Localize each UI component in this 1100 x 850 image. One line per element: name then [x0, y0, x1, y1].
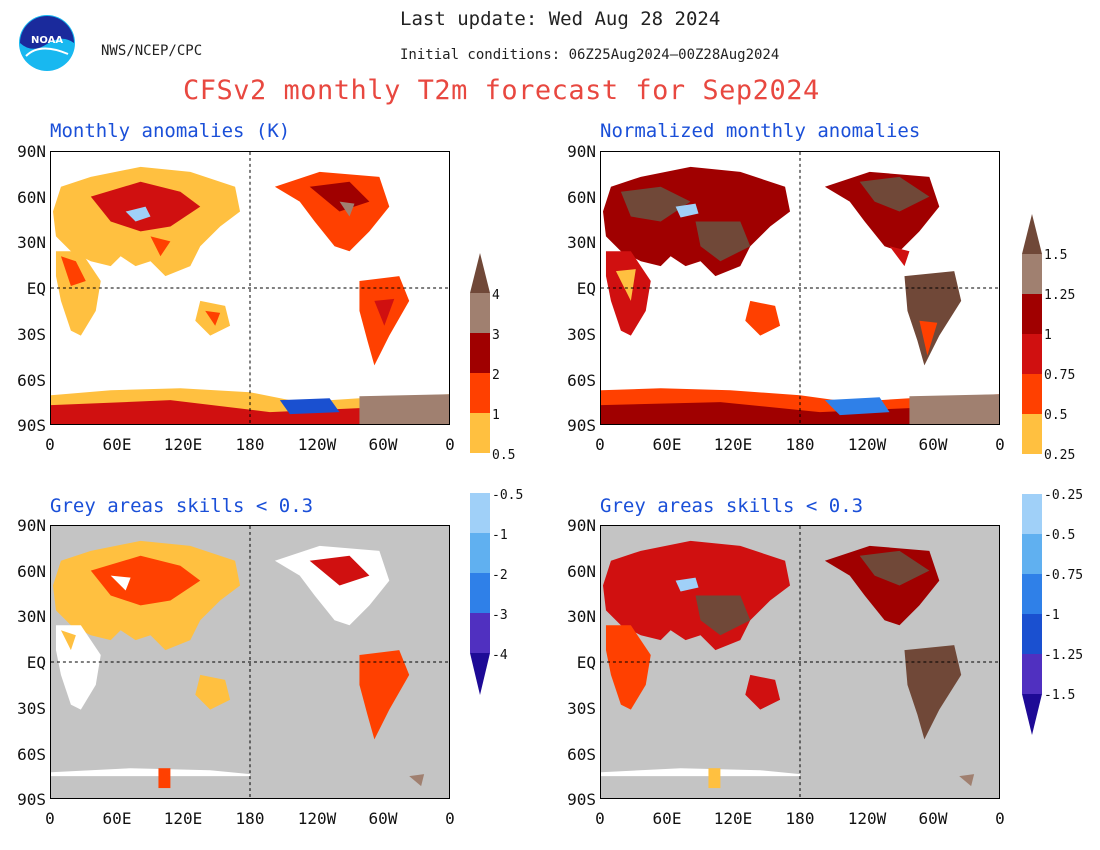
- lat-label: 90N: [567, 516, 596, 535]
- colorbar-normalized-label: 1.5: [1044, 248, 1068, 263]
- colorbar-absolute-label: 2: [492, 368, 500, 383]
- lat-label: 60S: [17, 745, 46, 764]
- map-panel-normalized: [600, 151, 1000, 425]
- lon-label: 0: [445, 809, 455, 828]
- colorbar-normalized-label: -0.75: [1044, 568, 1084, 583]
- colorbar-normalized-label: 0.75: [1044, 368, 1076, 383]
- lon-label: 120W: [847, 435, 887, 454]
- lat-label: 60S: [567, 371, 596, 390]
- lon-label: 60W: [368, 809, 398, 828]
- lat-label: EQ: [576, 653, 596, 672]
- lat-label: 60N: [567, 188, 596, 207]
- colorbar-normalized-label: -1.25: [1044, 648, 1084, 663]
- lat-label: 30S: [567, 325, 596, 344]
- panel-title-3: Grey areas skills < 0.3: [50, 495, 314, 517]
- agency-label: NWS/NCEP/CPC: [101, 43, 203, 59]
- colorbar-absolute-label: -3: [492, 608, 508, 623]
- lat-label: 60S: [17, 371, 46, 390]
- lat-label: 90S: [17, 416, 46, 435]
- colorbar-absolute: [470, 253, 490, 698]
- map-panel-anomalies-masked: [50, 525, 450, 799]
- colorbar-normalized-label: 0.5: [1044, 408, 1068, 423]
- colorbar-normalized-label: 1: [1044, 328, 1052, 343]
- panel-title-4: Grey areas skills < 0.3: [600, 495, 864, 517]
- colorbar-normalized: [1022, 214, 1042, 737]
- colorbar-normalized-label: -1: [1044, 608, 1060, 623]
- colorbar-normalized-label: 0.25: [1044, 448, 1076, 463]
- lat-label: 90N: [17, 142, 46, 161]
- colorbar-absolute-label: -2: [492, 568, 508, 583]
- lat-label: 60N: [17, 562, 46, 581]
- lat-label: 90N: [17, 516, 46, 535]
- lon-label: 0: [995, 809, 1005, 828]
- lon-label: 60E: [102, 435, 132, 454]
- lat-label: 30S: [567, 699, 596, 718]
- lon-label: 60E: [102, 809, 132, 828]
- colorbar-absolute-label: 0.5: [492, 448, 516, 463]
- colorbar-normalized-label: -1.5: [1044, 688, 1076, 703]
- panel-title-1: Monthly anomalies (K): [50, 120, 291, 142]
- lon-label: 180: [785, 435, 815, 454]
- lon-label: 180: [235, 435, 265, 454]
- lat-label: EQ: [576, 279, 596, 298]
- lat-label: EQ: [26, 653, 46, 672]
- colorbar-normalized-label: -0.5: [1044, 528, 1076, 543]
- lon-label: 180: [785, 809, 815, 828]
- colorbar-normalized-label: -0.25: [1044, 488, 1084, 503]
- lon-label: 120W: [297, 435, 337, 454]
- lat-label: 30S: [17, 699, 46, 718]
- colorbar-normalized-label: 1.25: [1044, 288, 1076, 303]
- lat-label: 30N: [567, 233, 596, 252]
- lon-label: 180: [235, 809, 265, 828]
- lon-label: 60E: [652, 809, 682, 828]
- lat-label: 30N: [17, 233, 46, 252]
- lon-label: 120E: [163, 809, 203, 828]
- colorbar-absolute-label: -1: [492, 528, 508, 543]
- colorbar-absolute-label: -4: [492, 648, 508, 663]
- lon-label: 0: [595, 435, 605, 454]
- lon-label: 120E: [163, 435, 203, 454]
- lat-label: 90N: [567, 142, 596, 161]
- colorbar-absolute-label: -0.5: [492, 488, 524, 503]
- lon-label: 0: [445, 435, 455, 454]
- colorbar-absolute-label: 1: [492, 408, 500, 423]
- lon-label: 0: [995, 435, 1005, 454]
- lon-label: 0: [45, 809, 55, 828]
- lat-label: EQ: [26, 279, 46, 298]
- map-panel-anomalies: [50, 151, 450, 425]
- page-title: CFSv2 monthly T2m forecast for Sep2024: [183, 75, 820, 106]
- lat-label: 60S: [567, 745, 596, 764]
- lon-label: 0: [595, 809, 605, 828]
- map-panel-normalized-masked: [600, 525, 1000, 799]
- colorbar-absolute-label: 3: [492, 328, 500, 343]
- lat-label: 30S: [17, 325, 46, 344]
- noaa-logo-text: NOAA: [31, 35, 64, 46]
- lon-label: 120W: [847, 809, 887, 828]
- colorbar-absolute-label: 4: [492, 288, 500, 303]
- lon-label: 120E: [713, 435, 753, 454]
- lat-label: 30N: [567, 607, 596, 626]
- lat-label: 90S: [567, 416, 596, 435]
- initial-conditions: Initial conditions: 06Z25Aug2024–00Z28Au…: [400, 47, 780, 63]
- last-update: Last update: Wed Aug 28 2024: [400, 8, 721, 30]
- lat-label: 60N: [567, 562, 596, 581]
- lat-label: 30N: [17, 607, 46, 626]
- lon-label: 60W: [918, 435, 948, 454]
- lon-label: 60W: [368, 435, 398, 454]
- lon-label: 0: [45, 435, 55, 454]
- lon-label: 120W: [297, 809, 337, 828]
- lat-label: 60N: [17, 188, 46, 207]
- lon-label: 60W: [918, 809, 948, 828]
- lat-label: 90S: [17, 790, 46, 809]
- lon-label: 60E: [652, 435, 682, 454]
- noaa-logo: NOAA: [18, 14, 76, 72]
- lat-label: 90S: [567, 790, 596, 809]
- panel-title-2: Normalized monthly anomalies: [600, 120, 921, 142]
- lon-label: 120E: [713, 809, 753, 828]
